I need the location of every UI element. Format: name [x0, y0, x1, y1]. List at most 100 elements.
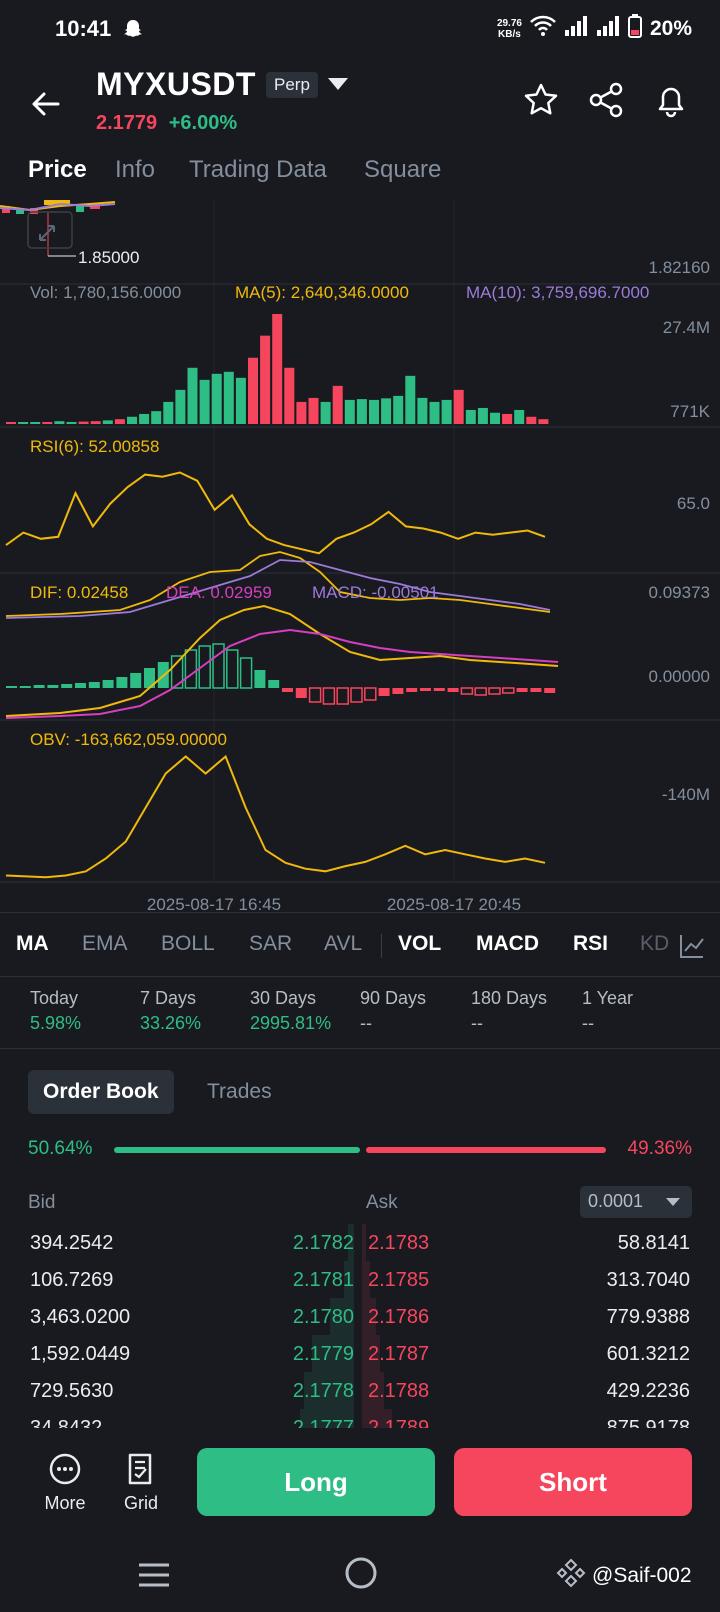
orderbook-row[interactable]: 106.7269 2.1781 2.1785 313.7040	[0, 1261, 720, 1298]
indicator-ma[interactable]: MA	[16, 932, 49, 955]
volume-bar	[199, 379, 210, 424]
perp-badge[interactable]: Perp	[266, 72, 318, 98]
time-label-1: 2025-08-17 16:45	[147, 895, 281, 912]
perf-today: Today 5.98%	[30, 988, 82, 1033]
main-tabs: Price Info Trading Data Square	[0, 148, 720, 198]
tab-trading-data[interactable]: Trading Data	[189, 156, 327, 183]
indicator-boll[interactable]: BOLL	[161, 932, 215, 955]
indicator-vol[interactable]: VOL	[398, 932, 442, 955]
divider	[0, 976, 720, 977]
indicator-chart[interactable]: 1.85000 1.82160 Vol: 1,780,156.0000 MA(5…	[0, 200, 720, 914]
indicator-kd[interactable]: KD	[640, 932, 670, 955]
circle-icon	[345, 1557, 377, 1589]
macd-bar	[33, 685, 45, 688]
short-button[interactable]: Short	[454, 1448, 692, 1516]
tab-order-book[interactable]: Order Book	[28, 1070, 174, 1114]
volume-bars	[6, 314, 549, 424]
arrow-left-icon	[32, 92, 60, 116]
volume-bar	[114, 419, 125, 424]
ma10-line	[5, 559, 551, 619]
obv-line	[5, 754, 546, 879]
macd-bar	[433, 688, 445, 691]
alert-button[interactable]	[651, 80, 691, 120]
obv-label: OBV: -163,662,059.00000	[30, 730, 227, 749]
favorite-button[interactable]	[521, 80, 561, 120]
volume-bar	[490, 412, 500, 424]
snapchat-icon	[122, 18, 144, 45]
time-label-2: 2025-08-17 20:45	[387, 895, 521, 912]
indicator-rsi[interactable]: RSI	[573, 932, 609, 955]
indicator-separator	[381, 934, 382, 958]
macd-bar	[184, 649, 198, 689]
ma10-label: MA(10): 3,759,696.7000	[466, 283, 649, 302]
long-button[interactable]: Long	[197, 1448, 435, 1516]
precision-select[interactable]: 0.0001	[580, 1186, 692, 1218]
volume-bar	[393, 395, 404, 424]
symbol-title[interactable]: MYXUSDT	[96, 66, 256, 102]
chart-settings-icon[interactable]	[678, 932, 706, 965]
battery-icon	[627, 14, 642, 43]
header: MYXUSDT Perp 2.1779 +6.00%	[0, 58, 720, 148]
volume-bar	[344, 399, 355, 424]
macd-bar	[6, 686, 17, 688]
macd-bar	[47, 685, 59, 688]
menu-icon	[139, 1563, 169, 1587]
macd-bar	[502, 687, 515, 694]
indicator-ema[interactable]: EMA	[82, 932, 128, 955]
home-button[interactable]	[344, 1556, 378, 1595]
orderbook-row[interactable]: 3,463.0200 2.1780 2.1786 779.9388	[0, 1298, 720, 1335]
share-button[interactable]	[586, 80, 626, 120]
more-button[interactable]: More	[35, 1452, 95, 1514]
ask-ratio: 49.36%	[627, 1138, 692, 1159]
indicator-macd[interactable]: MACD	[476, 932, 539, 955]
price-axis-bottom: 1.82160	[649, 258, 710, 277]
divider	[0, 912, 720, 913]
volume-bar	[127, 416, 137, 424]
orderbook-row[interactable]: 394.2542 2.1782 2.1783 58.8141	[0, 1224, 720, 1261]
rsi-line	[5, 471, 546, 555]
tab-square[interactable]: Square	[364, 156, 442, 183]
macd-axis-zero: 0.00000	[649, 667, 710, 686]
volume-bar	[356, 399, 367, 424]
volume-bar	[66, 421, 77, 424]
dif-line	[5, 604, 559, 717]
volume-bar	[6, 422, 16, 424]
indicator-selector: MA EMA BOLL SAR AVL VOL MACD RSI KD	[0, 918, 720, 974]
volume-bar	[405, 375, 416, 424]
volume-bar	[369, 399, 379, 424]
battery-percent: 20%	[649, 16, 692, 40]
grid-button[interactable]: Grid	[111, 1452, 171, 1514]
tab-price[interactable]: Price	[28, 156, 87, 183]
volume-bar	[502, 413, 513, 424]
ma5-label: MA(5): 2,640,346.0000	[235, 283, 409, 302]
tab-info[interactable]: Info	[115, 156, 156, 183]
caret-down-icon[interactable]	[328, 78, 348, 90]
price-change: +6.00%	[168, 112, 238, 134]
back-button[interactable]	[28, 86, 64, 122]
macd-bar	[116, 677, 128, 688]
volume-bar	[272, 314, 283, 424]
indicator-avl[interactable]: AVL	[324, 932, 363, 955]
fullscreen-icon[interactable]	[27, 211, 73, 249]
signal-icon	[564, 15, 588, 42]
macd-bar	[350, 687, 363, 703]
wifi-icon	[530, 15, 556, 42]
indicator-sar[interactable]: SAR	[249, 932, 293, 955]
orderbook-row[interactable]: 34.8432 2.1777 2.1789 875.9178	[0, 1409, 720, 1428]
perf-7d: 7 Days 33.26%	[140, 988, 202, 1033]
chart-area[interactable]: 1.85000 1.82160 Vol: 1,780,156.0000 MA(5…	[0, 200, 720, 914]
macd-bar	[130, 673, 142, 688]
ma5-line	[5, 551, 551, 617]
watermark: @Saif-002	[592, 1564, 692, 1587]
recent-apps-button[interactable]	[137, 1560, 171, 1595]
volume-bar	[235, 377, 246, 424]
macd-bar	[19, 686, 31, 688]
macd-bar	[170, 655, 184, 689]
orderbook-header: Bid Ask 0.0001	[0, 1186, 720, 1222]
tab-trades[interactable]: Trades	[207, 1080, 272, 1103]
orderbook-row[interactable]: 729.5630 2.1778 2.1788 429.2236	[0, 1372, 720, 1409]
orderbook-row[interactable]: 1,592.0449 2.1779 2.1787 601.3212	[0, 1335, 720, 1372]
macd-bar	[488, 687, 501, 695]
volume-bar	[102, 420, 113, 424]
volume-bar	[514, 409, 525, 424]
